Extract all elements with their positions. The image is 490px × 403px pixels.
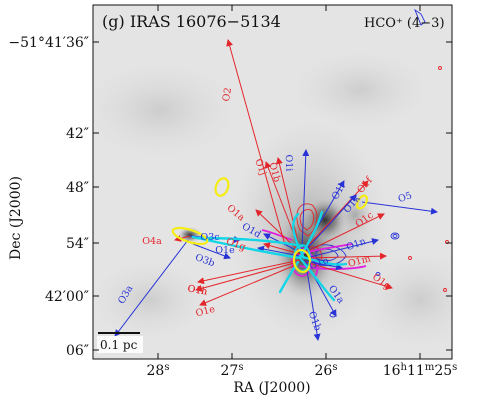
outflow-arrow-O1e (257, 245, 301, 257)
panel-title: (g) IRAS 16076−5134 (102, 12, 281, 31)
outflow-label-O1e: O1e (215, 245, 235, 256)
outflow-arrow-O1f (303, 180, 369, 251)
y-axis-label: Dec (J2000) (8, 176, 24, 260)
outflow-label-O3c: O3c (200, 232, 219, 243)
blue-lobe-contours (309, 8, 426, 318)
outflow-label-O1h: O1h (187, 283, 209, 297)
tick-marks (93, 5, 452, 359)
outflow-label-O4a: O4a (142, 236, 162, 247)
y-tick-label: −51°41′36″ (8, 35, 89, 51)
outflow-arrow-O1e (199, 263, 299, 306)
x-tick-label: 16h11m25s (383, 362, 458, 380)
greyscale-dust-image (93, 5, 452, 359)
y-tick-label: 06″ (66, 343, 89, 359)
outflow-arrow-O1n (305, 238, 379, 259)
scale-bar-label: 0.1 pc (100, 338, 138, 352)
outflow-arrow-O1o (299, 259, 343, 271)
outflow-arrow-O1h (197, 259, 301, 285)
line-label: HCO⁺ (4−3) (364, 16, 445, 31)
y-tick-label: 42″ (66, 126, 89, 142)
outflow-label-O1b: O1b (267, 161, 283, 183)
y-tick-labels: −51°41′36″ 42″ 48″ 54″ 42′00″ 06″ (8, 35, 89, 359)
outflow-arrow-O4a (174, 235, 191, 242)
outflow-label-O1j: O1j (252, 157, 268, 177)
outflow-arrow-O1i (301, 149, 310, 251)
y-tick-label: 42′00″ (45, 289, 89, 305)
outflow-arrow-O5 (361, 201, 438, 215)
outflow-arrow-O1b (275, 157, 301, 251)
x-tick-labels: 28s 27s 26s 16h11m25s (147, 362, 458, 380)
y-tick-label: 48″ (66, 180, 89, 196)
x-tick-label: 28s (147, 362, 170, 380)
outflow-arrow-O1h (195, 261, 299, 292)
x-tick-label: 27s (221, 362, 244, 380)
yellow-cores (171, 177, 369, 274)
outflow-arrow-O1c (305, 213, 385, 253)
plot-frame (92, 4, 453, 360)
outflow-arrow-O1k (303, 194, 357, 253)
outflow-arrow-O3b (192, 243, 231, 260)
outflow-arrow-O1g (305, 261, 393, 290)
outflow-arrow-O3a (114, 239, 189, 337)
outflow-label-O5: O5 (397, 190, 414, 205)
y-tick-label: 54″ (66, 236, 89, 252)
outflow-label-O1i: O1i (283, 154, 295, 171)
outflow-arrow-O1m (305, 252, 387, 260)
outflow-arrows (114, 39, 438, 341)
outflow-arrow-O1b (305, 263, 321, 341)
x-tick-label: 26s (315, 362, 338, 380)
x-axis-label: RA (J2000) (233, 380, 310, 396)
outflow-label-O1h: O1h (187, 283, 209, 297)
outflow-label-O2: O2 (221, 87, 234, 103)
scale-bar: 0.1 pc (97, 332, 143, 353)
outflow-label-O1e: O1e (195, 304, 217, 320)
outflow-arrow-O2 (226, 39, 286, 246)
